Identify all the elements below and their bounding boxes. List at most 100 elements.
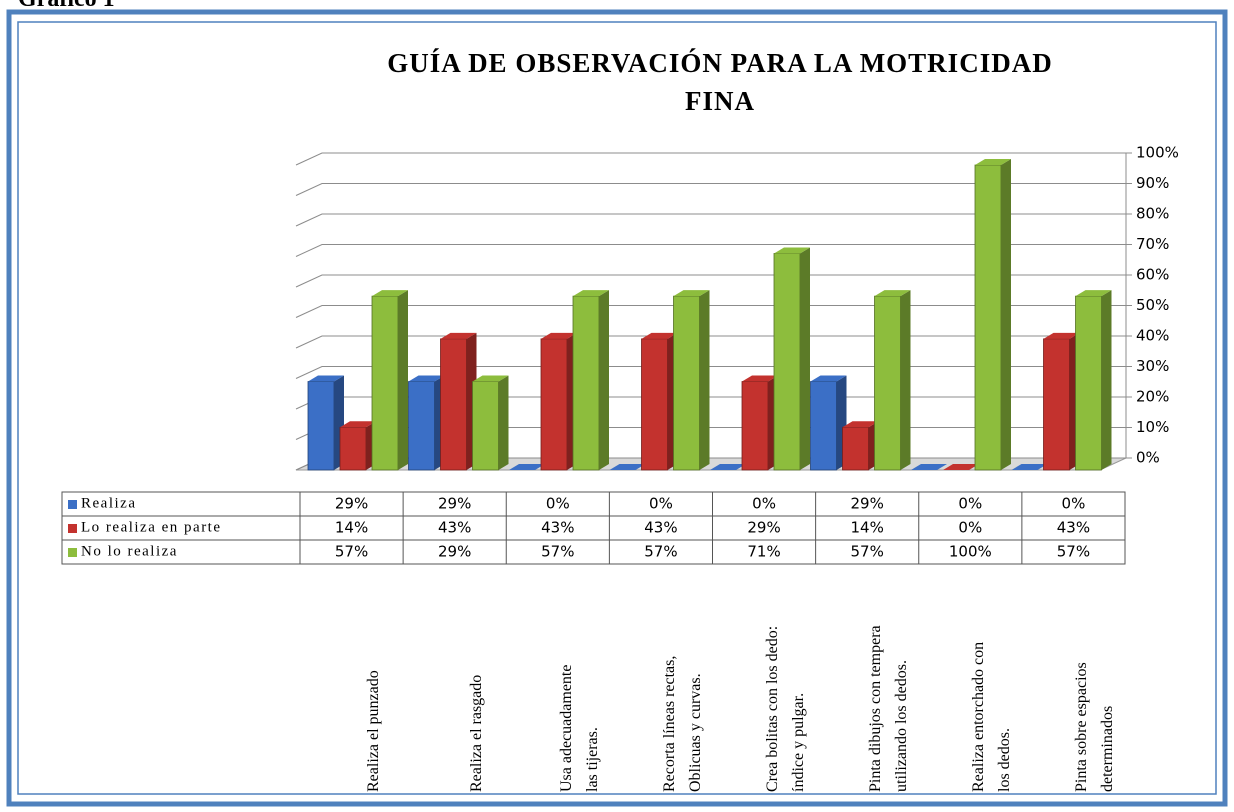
table-value: 14% (335, 519, 368, 537)
header: Gráfico 1 (18, 0, 115, 13)
table-value: 57% (644, 543, 677, 561)
y-tick-label: 100% (1136, 144, 1179, 162)
grid-line (295, 366, 1126, 379)
table-value: 0% (958, 495, 982, 513)
bar-top (943, 464, 979, 470)
bar-top (372, 290, 408, 297)
bar-top (874, 290, 911, 297)
bar-top (1075, 290, 1112, 297)
x-tick-label: Recorta líneas rectas, Oblicuas y curvas… (660, 655, 704, 792)
x-tick-label: Realiza el punzado (364, 670, 382, 792)
bar-top (440, 332, 477, 339)
bar-top (308, 375, 344, 382)
bar (741, 381, 769, 471)
legend-label: No lo realiza (81, 543, 178, 559)
bar-side (900, 290, 911, 470)
bar-top (541, 332, 577, 339)
bar (1075, 295, 1102, 471)
table-value: 29% (335, 495, 368, 513)
bar-top (975, 159, 1011, 165)
y-tick-label: 0% (1136, 449, 1160, 467)
bar (472, 381, 499, 471)
table-value: 43% (541, 519, 574, 537)
inner-frame (17, 21, 1217, 795)
bar-top (573, 290, 609, 297)
bar (842, 426, 869, 471)
grid-line (295, 274, 1126, 288)
table-value: 57% (1057, 543, 1090, 561)
bar (974, 164, 1002, 471)
bar-top (710, 464, 746, 470)
table-value: 14% (851, 519, 884, 537)
bar-top (472, 375, 509, 382)
table-value: 57% (335, 543, 368, 561)
bar-top (340, 421, 376, 428)
bar-top (673, 290, 710, 297)
bar-top (774, 247, 810, 254)
y-tick-label: 80% (1136, 205, 1169, 223)
y-tick-label: 20% (1136, 388, 1169, 406)
bar (307, 381, 335, 471)
bar (673, 295, 700, 471)
bar-side (599, 290, 609, 470)
x-tick-label: Pinta dibujos con tempera utilizando los… (867, 625, 911, 792)
bar-top (810, 375, 847, 382)
table-value: 0% (546, 495, 570, 513)
table-value: 57% (541, 543, 574, 561)
table-value: 43% (1057, 519, 1090, 537)
y-tick-label: 50% (1136, 296, 1169, 314)
bar-top (742, 375, 778, 382)
legend-swatch (68, 524, 77, 533)
table-row (61, 539, 1126, 565)
bar (440, 338, 467, 471)
table-row (61, 491, 1126, 517)
bar-top (609, 464, 646, 470)
bar-side (398, 290, 408, 470)
y-tick-label: 60% (1136, 266, 1169, 284)
x-tick-label: Realiza el rasgado (467, 674, 485, 792)
table-value: 0% (752, 495, 776, 513)
bar-side (699, 290, 710, 470)
table-value: 57% (851, 543, 884, 561)
x-tick-label: Crea bolitas con los dedo: índice y pulg… (764, 625, 808, 792)
bar-top (408, 375, 445, 382)
grid-line (295, 305, 1126, 318)
table-value: 43% (438, 519, 471, 537)
bar-top (1043, 332, 1080, 339)
bar (408, 381, 435, 471)
bar (540, 338, 568, 471)
bar-side (800, 247, 810, 470)
bar (810, 381, 837, 471)
bar-top (842, 421, 879, 428)
bar-top (911, 464, 947, 470)
legend-label: Lo realiza en parte (81, 519, 222, 535)
bar (773, 253, 801, 471)
grid-line (295, 183, 1126, 196)
bar-side (1101, 290, 1112, 470)
bar (371, 295, 399, 471)
grid-line (295, 152, 1126, 166)
y-tick-label: 40% (1136, 327, 1169, 345)
grid-line (295, 213, 1126, 227)
y-tick-label: 70% (1136, 235, 1169, 253)
x-tick-label: Usa adecuadamente las tijeras. (557, 664, 601, 792)
bar-top (1011, 464, 1048, 470)
table-value: 29% (438, 543, 471, 561)
bar (339, 426, 367, 471)
table-value: 0% (958, 519, 982, 537)
bar-top (641, 332, 678, 339)
legend-swatch (68, 500, 77, 509)
bar-side (498, 375, 509, 470)
bar (641, 338, 668, 471)
bar-side (1001, 159, 1011, 470)
bar (874, 295, 901, 471)
grid-line (295, 244, 1126, 257)
bar (1043, 338, 1070, 471)
table-value: 100% (949, 543, 992, 561)
table-value: 0% (1062, 495, 1086, 513)
grid-line (295, 335, 1126, 349)
legend-label: Realiza (81, 495, 136, 511)
y-tick-label: 30% (1136, 357, 1169, 375)
